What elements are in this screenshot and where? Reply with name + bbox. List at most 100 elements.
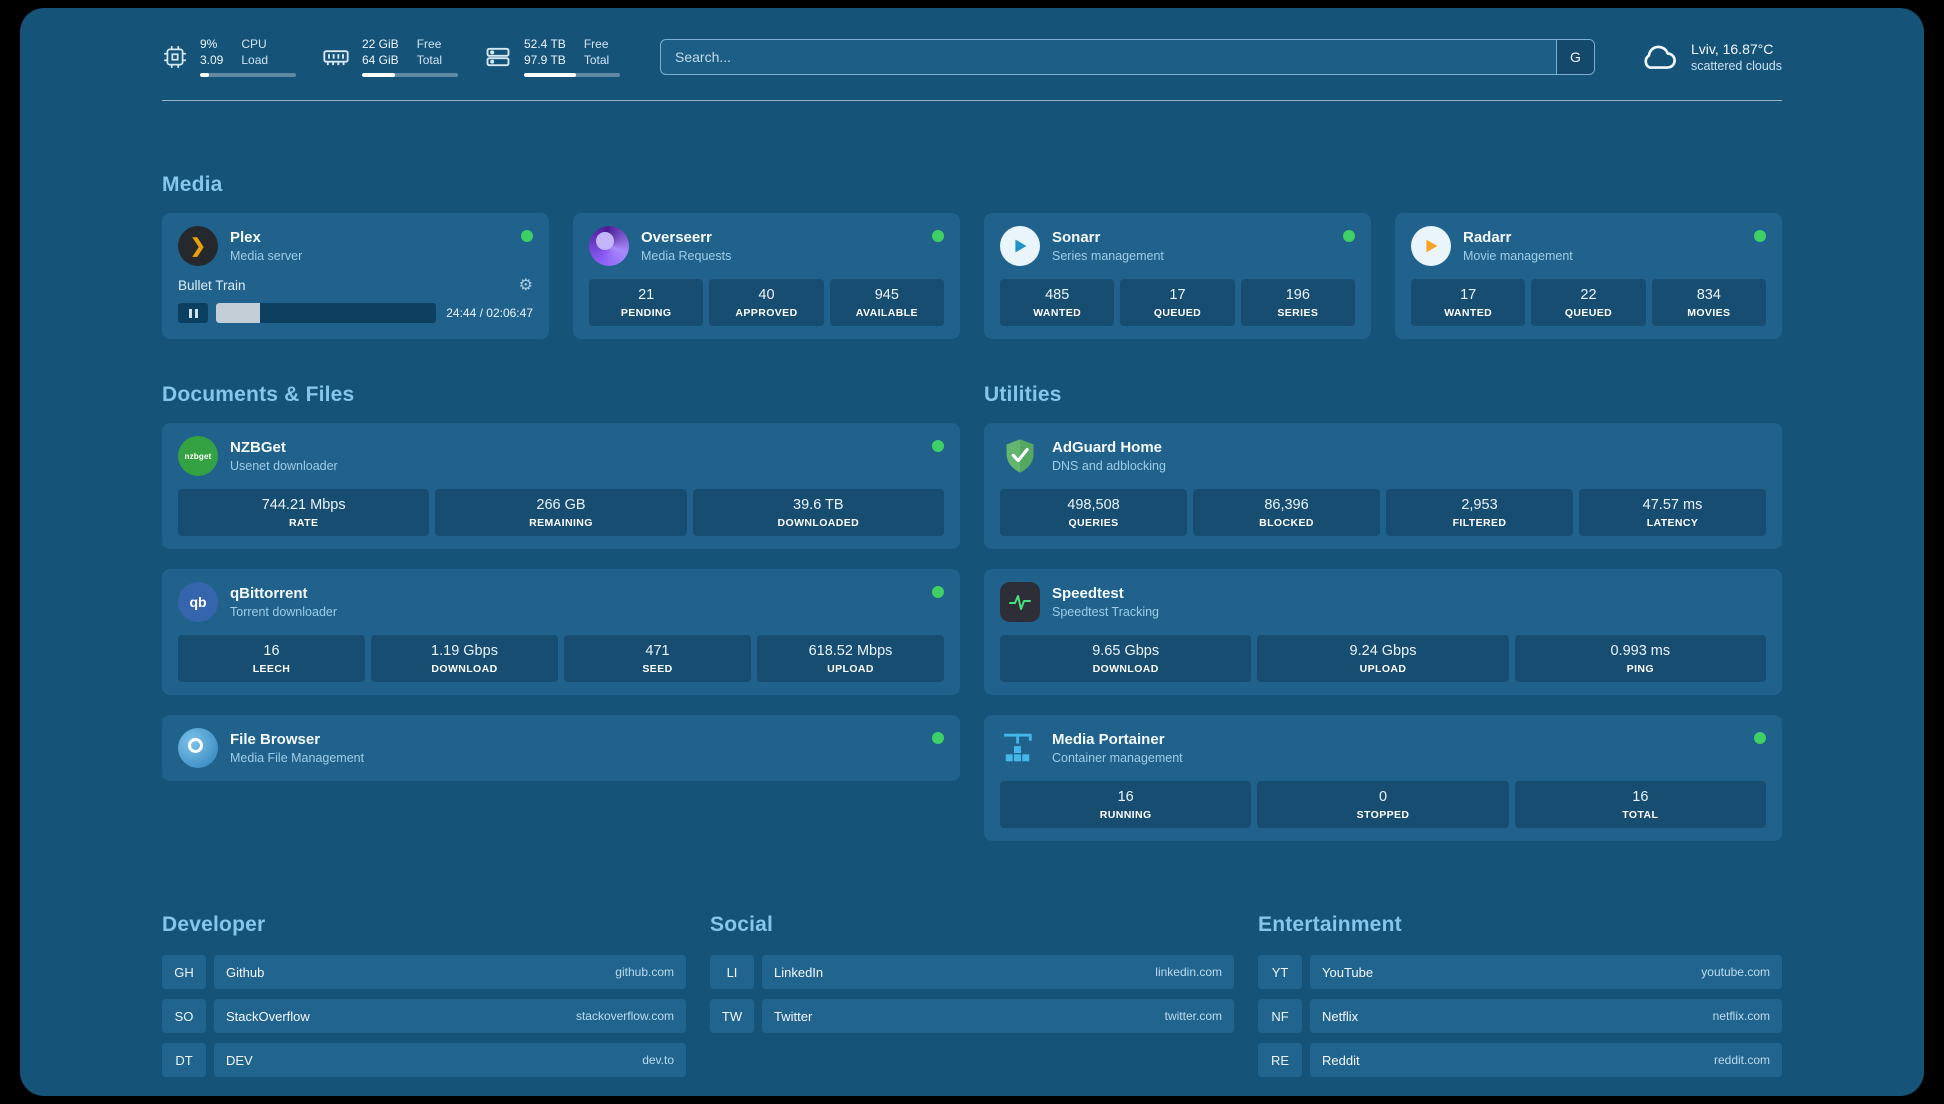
pause-button[interactable] xyxy=(178,303,208,323)
stat-label: DOWNLOADED xyxy=(777,517,860,529)
stat-value: 0.993 ms xyxy=(1610,643,1671,659)
stat-tile: 17 WANTED xyxy=(1411,279,1526,326)
bookmark-url: github.com xyxy=(615,965,674,979)
cloud-icon xyxy=(1644,45,1676,69)
stat-label: QUEUED xyxy=(1153,307,1202,319)
radarr-icon xyxy=(1411,226,1451,266)
search-engine-button[interactable]: G xyxy=(1555,40,1594,74)
bookmark-twitter[interactable]: TW Twitter twitter.com xyxy=(710,999,1234,1033)
bookmark-linkedin[interactable]: LI LinkedIn linkedin.com xyxy=(710,955,1234,989)
stat-tile: 9.24 Gbps UPLOAD xyxy=(1257,635,1509,682)
app-name: Speedtest xyxy=(1052,585,1124,602)
online-status-dot xyxy=(1754,230,1766,242)
bookmarks-entertainment: Entertainment YT YouTube youtube.com NF … xyxy=(1258,913,1782,1077)
stat-label: SEED xyxy=(642,663,673,675)
stat-value: 744.21 Mbps xyxy=(261,497,346,513)
stat-value: 471 xyxy=(645,643,670,659)
bookmark-dev[interactable]: DT DEV dev.to xyxy=(162,1043,686,1077)
playback-time: 24:44 / 02:06:47 xyxy=(446,306,533,320)
bookmark-name: StackOverflow xyxy=(226,1008,310,1024)
cpu-percent: 9% xyxy=(200,36,218,51)
service-card-qbittorrent[interactable]: qb qBittorrent Torrent downloader 16 LEE… xyxy=(162,569,960,695)
bookmark-abbr: SO xyxy=(162,999,206,1033)
stat-label: LEECH xyxy=(252,663,291,675)
stat-tile: 17 QUEUED xyxy=(1120,279,1235,326)
section-title-utilities: Utilities xyxy=(984,383,1062,406)
stat-value: 16 xyxy=(1632,789,1649,805)
online-status-dot xyxy=(932,440,944,452)
disk-free-label: Free xyxy=(583,36,609,51)
disk-free-value: 52.4 TB xyxy=(524,36,566,51)
cpu-widget: 9% 3.09 CPU Load xyxy=(162,36,296,78)
cpu-load-value: 3.09 xyxy=(200,52,224,67)
stat-label: TOTAL xyxy=(1622,809,1659,821)
service-card-sonarr[interactable]: Sonarr Series management 485 WANTED 17 Q… xyxy=(984,213,1371,339)
bookmark-name: Github xyxy=(226,964,265,980)
section-title-documents: Documents & Files xyxy=(162,383,355,406)
search-input[interactable] xyxy=(661,40,1556,74)
search-bar[interactable]: G xyxy=(660,39,1595,75)
stat-value: 16 xyxy=(263,643,280,659)
service-card-plex[interactable]: ❯ Plex Media server Bullet Train ⚙ xyxy=(162,213,549,339)
sonarr-icon xyxy=(1000,226,1040,266)
cpu-load-label: Load xyxy=(241,52,269,67)
ram-icon xyxy=(323,50,349,66)
ram-total-label: Total xyxy=(416,52,443,67)
bookmarks-social: Social LI LinkedIn linkedin.com TW Twitt… xyxy=(710,913,1234,1077)
stat-value: 9.24 Gbps xyxy=(1349,643,1417,659)
app-name: qBittorrent xyxy=(230,585,308,602)
nzbget-icon-text: nzbget xyxy=(184,451,212,461)
seek-fill xyxy=(216,303,261,323)
service-card-portainer[interactable]: Media Portainer Container management 16 … xyxy=(984,715,1782,841)
stat-value: 0 xyxy=(1378,789,1388,805)
app-subtitle: Media Requests xyxy=(641,249,732,263)
now-playing-title: Bullet Train xyxy=(178,277,246,293)
documents-column: Documents & Files nzbget NZBGet Usenet d… xyxy=(162,383,960,841)
plex-chevron-glyph: ❯ xyxy=(190,235,206,257)
service-card-filebrowser[interactable]: File Browser Media File Management xyxy=(162,715,960,781)
disk-icon xyxy=(486,47,510,67)
stat-label: UPLOAD xyxy=(1359,663,1407,675)
utilities-column: Utilities AdGuard Home xyxy=(984,383,1782,841)
stat-tile: 1.19 Gbps DOWNLOAD xyxy=(371,635,558,682)
stat-value: 834 xyxy=(1696,287,1721,303)
bookmark-url: youtube.com xyxy=(1701,965,1770,979)
stat-label: RATE xyxy=(288,517,319,529)
seek-bar[interactable] xyxy=(216,303,437,323)
stat-value: 498,508 xyxy=(1067,497,1120,513)
stat-tile: 266 GB REMAINING xyxy=(435,489,687,536)
stat-value: 21 xyxy=(638,287,655,303)
bookmark-url: linkedin.com xyxy=(1155,965,1222,979)
stat-tile: 22 QUEUED xyxy=(1531,279,1646,326)
stat-value: 618.52 Mbps xyxy=(808,643,893,659)
service-card-radarr[interactable]: Radarr Movie management 17 WANTED 22 QUE… xyxy=(1395,213,1782,339)
overseerr-icon xyxy=(589,226,629,266)
dashboard-screen: 9% 3.09 CPU Load xyxy=(20,8,1924,1096)
app-subtitle: Container management xyxy=(1052,751,1183,765)
app-subtitle: DNS and adblocking xyxy=(1052,459,1166,473)
topbar-divider xyxy=(162,100,1782,101)
app-subtitle: Torrent downloader xyxy=(230,605,338,619)
service-card-speedtest[interactable]: Speedtest Speedtest Tracking 9.65 Gbps D… xyxy=(984,569,1782,695)
app-subtitle: Series management xyxy=(1052,249,1164,263)
stat-label: MOVIES xyxy=(1687,307,1731,319)
bookmark-github[interactable]: GH Github github.com xyxy=(162,955,686,989)
stat-tile: 16 LEECH xyxy=(178,635,365,682)
bookmark-reddit[interactable]: RE Reddit reddit.com xyxy=(1258,1043,1782,1077)
service-card-overseerr[interactable]: Overseerr Media Requests 21 PENDING 40 A… xyxy=(573,213,960,339)
bookmark-netflix[interactable]: NF Netflix netflix.com xyxy=(1258,999,1782,1033)
section-title-developer: Developer xyxy=(162,913,266,936)
stat-tile: 47.57 ms LATENCY xyxy=(1579,489,1766,536)
gear-icon[interactable]: ⚙ xyxy=(518,277,533,294)
bookmark-name: LinkedIn xyxy=(774,964,824,980)
stat-tile: 86,396 BLOCKED xyxy=(1193,489,1380,536)
bookmark-name: Reddit xyxy=(1322,1052,1360,1068)
stat-label: WANTED xyxy=(1033,307,1082,319)
speedtest-icon xyxy=(1000,582,1040,622)
bookmark-youtube[interactable]: YT YouTube youtube.com xyxy=(1258,955,1782,989)
weather-condition: scattered clouds xyxy=(1690,59,1782,73)
stat-label: PING xyxy=(1626,663,1654,675)
service-card-nzbget[interactable]: nzbget NZBGet Usenet downloader 744.21 M… xyxy=(162,423,960,549)
service-card-adguard[interactable]: AdGuard Home DNS and adblocking 498,508 … xyxy=(984,423,1782,549)
bookmark-stackoverflow[interactable]: SO StackOverflow stackoverflow.com xyxy=(162,999,686,1033)
